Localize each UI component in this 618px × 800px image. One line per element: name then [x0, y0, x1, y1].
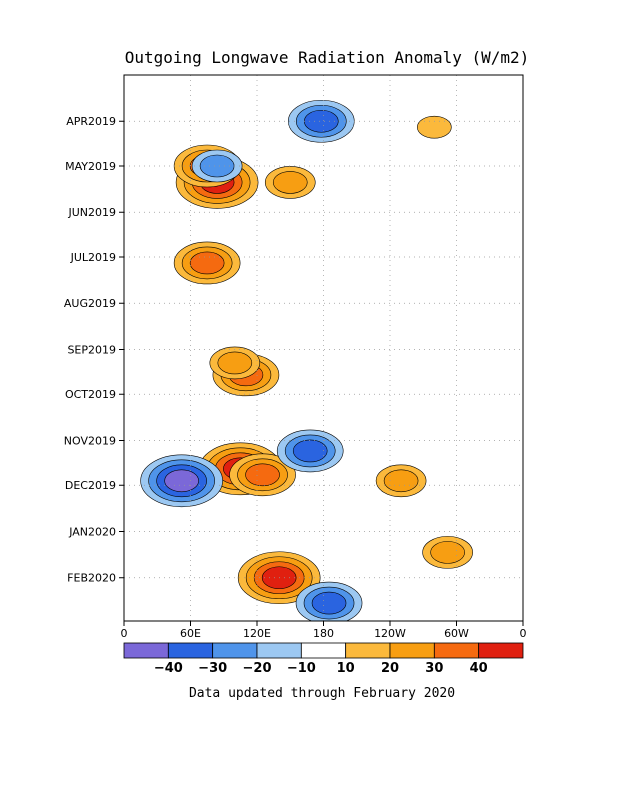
anomaly-region — [217, 351, 253, 375]
colorbar-label: 40 — [470, 661, 488, 676]
colorbar-swatch — [433, 642, 480, 659]
y-axis: APR2019 MAY2019 JUN2019 JUL2019 AUG2019 SEP20… — [64, 115, 124, 585]
y-tick-label: FEB2020 — [67, 572, 116, 585]
y-tick-label: DEC2019 — [65, 479, 116, 492]
chart-title: Outgoing Longwave Radiation Anomaly (W/m… — [125, 48, 530, 67]
anomaly-region — [430, 541, 465, 564]
anomaly-region — [245, 463, 280, 487]
grid-lines — [124, 75, 523, 621]
x-tick-label: 180 — [313, 627, 334, 640]
y-tick-label: NOV2019 — [64, 434, 116, 447]
colorbar-label: −30 — [198, 661, 227, 676]
y-tick-label: JUL2019 — [70, 251, 116, 264]
x-axis: 0 60E 120E 180 120W 60W 0 — [121, 621, 527, 640]
anomaly-region — [272, 171, 308, 194]
anomaly-region — [383, 469, 419, 493]
anomaly-region — [417, 115, 452, 139]
colorbar-label: −10 — [287, 661, 316, 676]
colorbar-swatch — [256, 642, 302, 659]
colorbar-swatch — [212, 642, 258, 659]
x-tick-label: 0 — [520, 627, 527, 640]
colorbar-label: 30 — [425, 661, 443, 676]
footnote: Data updated through February 2020 — [189, 686, 455, 701]
colorbar-swatch — [300, 642, 347, 659]
colorbar-swatch — [478, 642, 524, 659]
y-tick-label: SEP2019 — [67, 343, 116, 356]
y-tick-label: JAN2020 — [68, 525, 116, 538]
y-tick-label: AUG2019 — [64, 297, 116, 310]
y-tick-label: JUN2019 — [67, 206, 116, 219]
anomaly-region — [164, 469, 199, 493]
colorbar-label: −20 — [243, 661, 272, 676]
colorbar-swatch — [167, 642, 214, 659]
anomaly-field — [140, 99, 473, 621]
x-tick-label: 60E — [180, 627, 201, 640]
x-tick-label: 0 — [121, 627, 128, 640]
colorbar: −40 −30 −20 −10 10 20 30 40 — [123, 642, 524, 676]
anomaly-region — [189, 251, 225, 275]
colorbar-swatch — [389, 642, 435, 659]
colorbar-label: 20 — [381, 661, 399, 676]
y-tick-label: APR2019 — [66, 115, 116, 128]
colorbar-swatch — [123, 642, 169, 659]
colorbar-label: 10 — [337, 661, 355, 676]
y-tick-label: MAY2019 — [65, 160, 116, 173]
anomaly-region — [292, 439, 328, 463]
x-tick-label: 120W — [374, 627, 406, 640]
anomaly-region — [311, 591, 347, 615]
y-tick-label: OCT2019 — [65, 388, 116, 401]
x-tick-label: 60W — [444, 627, 469, 640]
colorbar-swatch — [345, 642, 391, 659]
x-tick-label: 120E — [243, 627, 271, 640]
colorbar-label: −40 — [154, 661, 183, 676]
